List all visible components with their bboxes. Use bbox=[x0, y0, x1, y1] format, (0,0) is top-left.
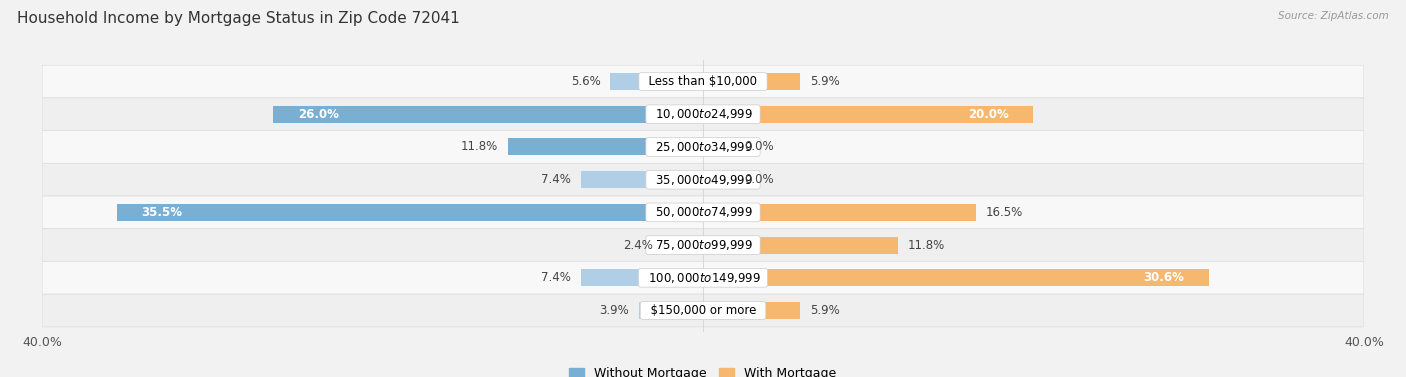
Bar bbox=[703, 204, 976, 221]
Bar bbox=[117, 204, 703, 221]
Text: 35.5%: 35.5% bbox=[141, 206, 183, 219]
Text: 0.0%: 0.0% bbox=[744, 141, 773, 153]
Text: 30.6%: 30.6% bbox=[1143, 271, 1184, 284]
Bar bbox=[638, 302, 703, 319]
Bar bbox=[703, 138, 728, 155]
FancyBboxPatch shape bbox=[42, 131, 1364, 163]
Legend: Without Mortgage, With Mortgage: Without Mortgage, With Mortgage bbox=[564, 362, 842, 377]
FancyBboxPatch shape bbox=[42, 196, 1364, 229]
Text: $75,000 to $99,999: $75,000 to $99,999 bbox=[648, 238, 758, 252]
Text: 11.8%: 11.8% bbox=[908, 239, 945, 251]
Bar bbox=[610, 73, 703, 90]
Text: $150,000 or more: $150,000 or more bbox=[643, 304, 763, 317]
Bar bbox=[664, 237, 703, 254]
FancyBboxPatch shape bbox=[42, 229, 1364, 261]
FancyBboxPatch shape bbox=[42, 98, 1364, 131]
Bar bbox=[581, 269, 703, 286]
Text: 26.0%: 26.0% bbox=[298, 108, 339, 121]
Text: 5.9%: 5.9% bbox=[810, 75, 841, 88]
Text: 5.9%: 5.9% bbox=[810, 304, 841, 317]
Text: $35,000 to $49,999: $35,000 to $49,999 bbox=[648, 173, 758, 187]
Text: Source: ZipAtlas.com: Source: ZipAtlas.com bbox=[1278, 11, 1389, 21]
FancyBboxPatch shape bbox=[42, 65, 1364, 98]
Text: $25,000 to $34,999: $25,000 to $34,999 bbox=[648, 140, 758, 154]
Text: 2.4%: 2.4% bbox=[624, 239, 654, 251]
Bar bbox=[703, 171, 728, 188]
FancyBboxPatch shape bbox=[42, 294, 1364, 327]
Text: 20.0%: 20.0% bbox=[967, 108, 1008, 121]
Bar bbox=[703, 237, 898, 254]
Text: $50,000 to $74,999: $50,000 to $74,999 bbox=[648, 205, 758, 219]
Text: 7.4%: 7.4% bbox=[541, 173, 571, 186]
Bar bbox=[273, 106, 703, 123]
Bar bbox=[703, 73, 800, 90]
Text: 11.8%: 11.8% bbox=[461, 141, 498, 153]
FancyBboxPatch shape bbox=[42, 261, 1364, 294]
Text: 5.6%: 5.6% bbox=[571, 75, 600, 88]
Text: Less than $10,000: Less than $10,000 bbox=[641, 75, 765, 88]
Text: 3.9%: 3.9% bbox=[599, 304, 628, 317]
FancyBboxPatch shape bbox=[42, 163, 1364, 196]
Bar bbox=[703, 269, 1209, 286]
Bar bbox=[703, 302, 800, 319]
Text: 16.5%: 16.5% bbox=[986, 206, 1022, 219]
Text: $10,000 to $24,999: $10,000 to $24,999 bbox=[648, 107, 758, 121]
Bar bbox=[703, 106, 1033, 123]
Bar bbox=[508, 138, 703, 155]
Text: $100,000 to $149,999: $100,000 to $149,999 bbox=[641, 271, 765, 285]
Bar bbox=[581, 171, 703, 188]
Text: Household Income by Mortgage Status in Zip Code 72041: Household Income by Mortgage Status in Z… bbox=[17, 11, 460, 26]
Text: 0.0%: 0.0% bbox=[744, 173, 773, 186]
Text: 7.4%: 7.4% bbox=[541, 271, 571, 284]
